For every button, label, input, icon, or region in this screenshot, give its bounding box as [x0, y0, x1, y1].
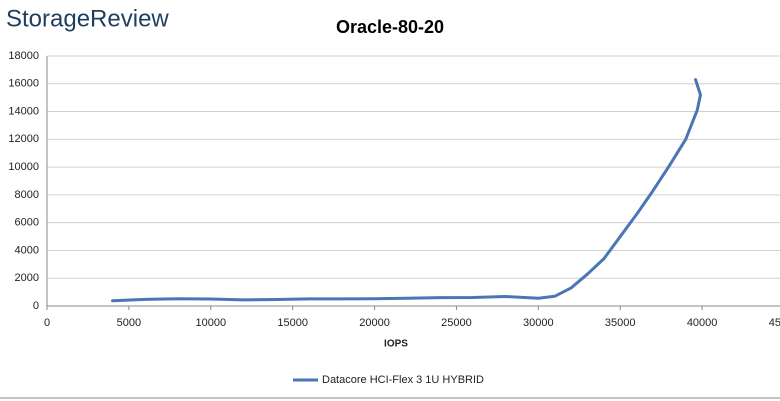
x-tick-label: 35000	[605, 317, 636, 329]
x-tick-label: 5000	[117, 317, 141, 329]
x-tick-label: 40000	[687, 317, 718, 329]
y-tick-label: 0	[33, 300, 39, 312]
data-line	[111, 78, 702, 303]
x-tick-label: 20000	[359, 317, 390, 329]
y-tick-label: 10000	[8, 161, 39, 173]
x-tick-label: 0	[44, 317, 50, 329]
x-tick-label: 10000	[195, 317, 226, 329]
x-axis-label: IOPS	[384, 339, 408, 350]
y-tick-label: 6000	[15, 217, 39, 229]
y-tick-label: 8000	[15, 189, 39, 201]
x-tick-label: 15000	[277, 317, 308, 329]
y-tick-label: 14000	[8, 105, 39, 117]
legend-label: Datacore HCI-Flex 3 1U HYBRID	[322, 374, 484, 386]
y-tick-label: 4000	[15, 244, 39, 256]
brand-logo: StorageReview	[6, 5, 169, 32]
x-tick-label: 25000	[441, 317, 472, 329]
x-tick-label: 45000	[769, 317, 780, 329]
y-tick-label: 16000	[8, 78, 39, 90]
chart-title: Oracle-80-20	[336, 17, 444, 37]
y-tick-label: 18000	[8, 50, 39, 62]
y-tick-label: 2000	[15, 272, 39, 284]
y-tick-label: 12000	[8, 133, 39, 145]
x-tick-label: 30000	[523, 317, 554, 329]
